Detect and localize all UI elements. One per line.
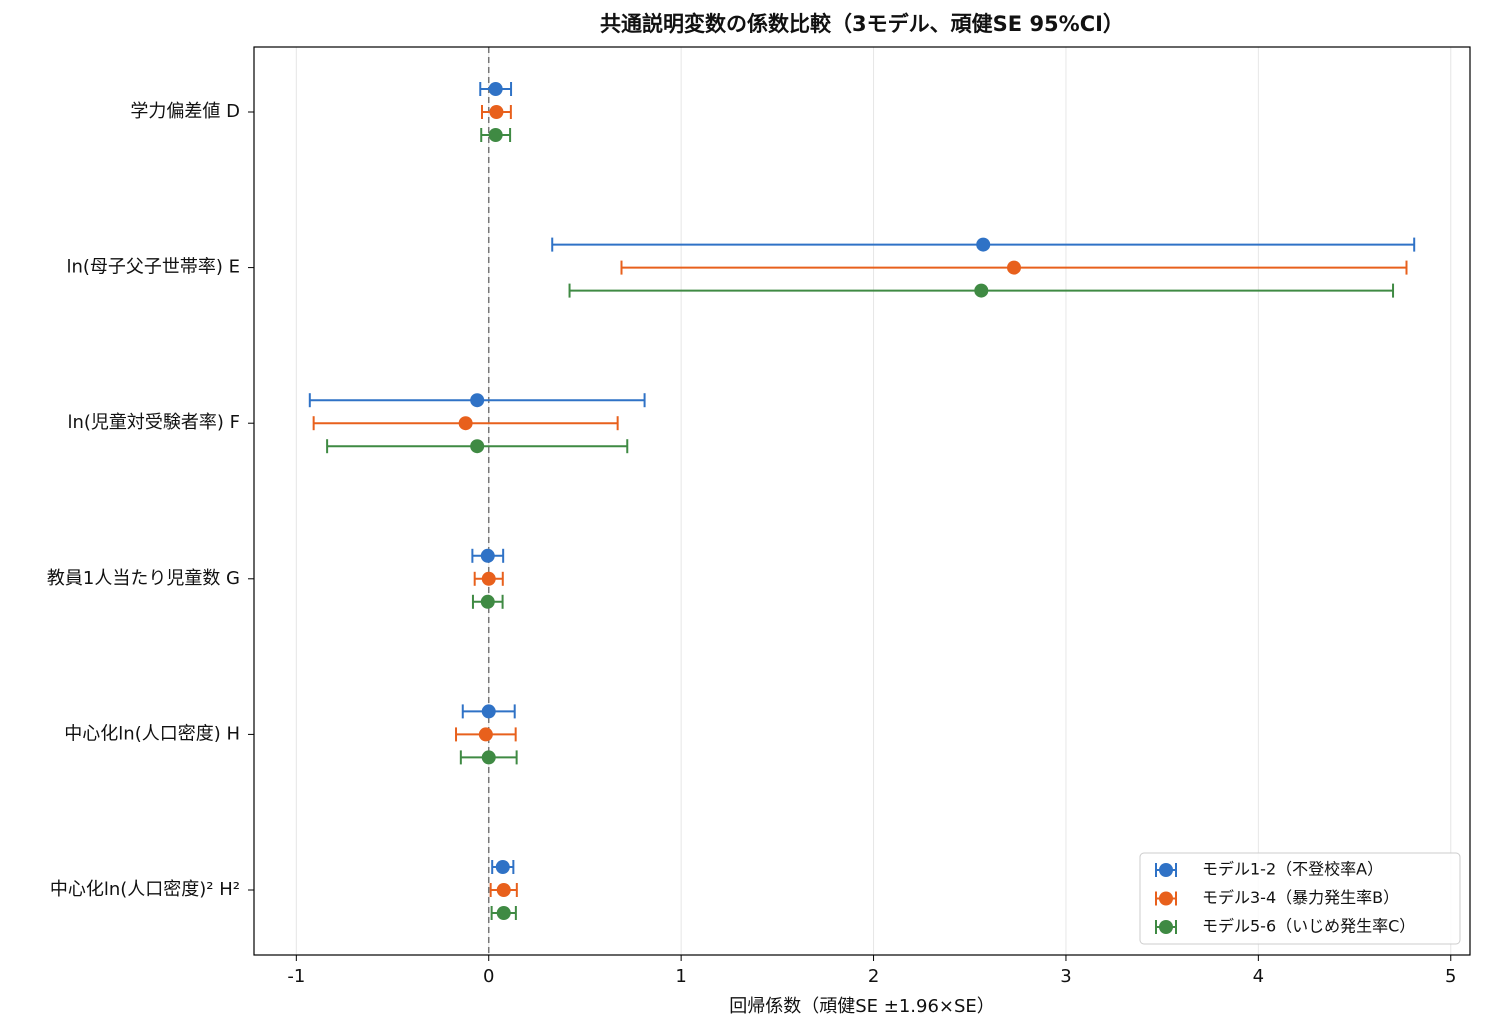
point — [496, 883, 511, 897]
y-tick-label: ln(母子父子世帯率) E — [66, 257, 240, 278]
x-tick-label: 4 — [1253, 966, 1264, 987]
point — [480, 548, 495, 563]
point — [496, 906, 511, 920]
point — [478, 727, 493, 742]
legend-marker — [1159, 920, 1173, 934]
point — [976, 237, 991, 252]
y-tick-label: 教員1人当たり児童数 G — [47, 568, 240, 589]
point — [488, 82, 503, 96]
legend-label: モデル1-2（不登校率A） — [1202, 860, 1383, 879]
x-tick-label: 5 — [1445, 966, 1456, 987]
point — [458, 416, 473, 431]
plot-frame — [253, 46, 1471, 956]
x-tick-label: -1 — [287, 966, 305, 987]
legend-marker — [1159, 891, 1173, 906]
legend-marker — [1159, 863, 1173, 877]
point — [470, 393, 485, 408]
x-tick-label: 0 — [483, 966, 494, 987]
point — [1007, 260, 1021, 275]
point — [481, 571, 496, 586]
point — [495, 860, 510, 874]
x-tick-label: 2 — [868, 966, 879, 987]
x-tick-label: 3 — [1060, 966, 1071, 987]
y-tick-label: 中心化ln(人口密度) H — [64, 723, 240, 744]
point — [481, 750, 496, 765]
legend-label: モデル5-6（いじめ発生率C） — [1202, 917, 1415, 936]
y-tick-label: 中心化ln(人口密度)² H² — [50, 879, 240, 900]
legend-label: モデル3-4（暴力発生率B） — [1202, 888, 1399, 907]
point — [974, 283, 989, 298]
point — [488, 128, 503, 142]
chart-title: 共通説明変数の係数比較（3モデル、頑健SE 95%CI） — [600, 12, 1124, 36]
y-tick-label: ln(児童対受験者率) F — [67, 412, 240, 433]
point — [480, 594, 495, 609]
x-tick-label: 1 — [675, 966, 686, 987]
x-axis-label: 回帰係数（頑健SE ±1.96×SE） — [729, 996, 995, 1017]
point — [489, 105, 504, 119]
y-tick-label: 学力偏差値 D — [130, 101, 240, 122]
point — [470, 439, 485, 454]
point — [481, 704, 496, 719]
legend-box — [1139, 852, 1461, 945]
